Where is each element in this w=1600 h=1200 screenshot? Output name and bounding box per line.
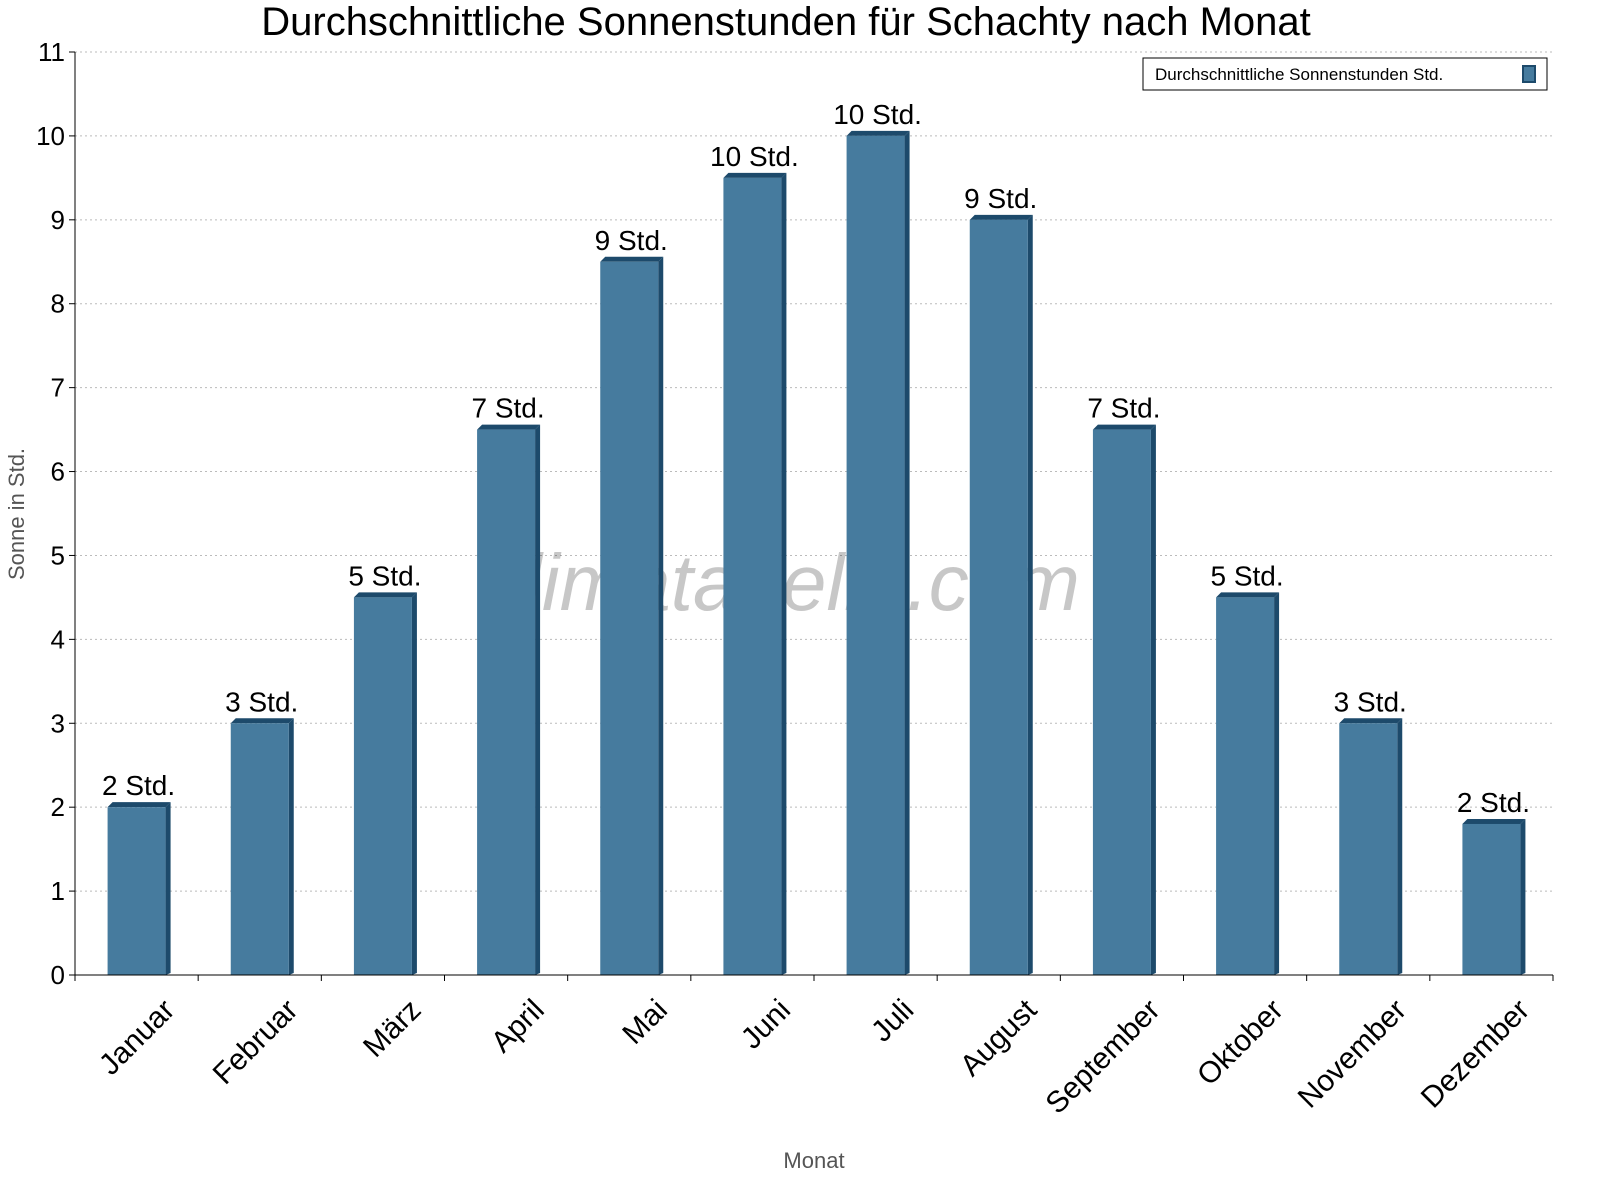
y-tick-label: 9 xyxy=(51,205,65,235)
bar-top xyxy=(1462,818,1526,824)
bar-side xyxy=(535,424,541,975)
chart-title: Durchschnittliche Sonnenstunden für Scha… xyxy=(261,0,1311,44)
bar-top xyxy=(230,718,294,724)
y-tick-label: 1 xyxy=(51,876,65,906)
bar-side xyxy=(658,256,664,976)
bar xyxy=(107,807,166,975)
bar-side xyxy=(1274,592,1280,975)
legend: Durchschnittliche Sonnenstunden Std. xyxy=(1142,57,1548,91)
bar-top xyxy=(969,214,1033,220)
bar-side xyxy=(1520,818,1526,975)
y-tick-label: 3 xyxy=(51,708,65,738)
x-tick-label: November xyxy=(1292,993,1413,1114)
bar-side xyxy=(288,718,294,975)
y-tick-label: 2 xyxy=(51,792,65,822)
data-label: 7 Std. xyxy=(1087,393,1160,424)
data-label: 5 Std. xyxy=(348,560,421,591)
y-tick-label: 6 xyxy=(51,457,65,487)
data-label: 10 Std. xyxy=(833,99,922,130)
data-label: 5 Std. xyxy=(1210,560,1283,591)
x-tick-label: August xyxy=(954,993,1044,1083)
y-tick-label: 11 xyxy=(38,37,65,67)
y-axis-label: Sonne in Std. xyxy=(4,448,29,580)
bar-top xyxy=(107,802,171,808)
bar-side xyxy=(1027,214,1033,975)
x-tick-label: Januar xyxy=(93,993,181,1081)
bar-side xyxy=(1397,718,1403,975)
y-tick-label: 7 xyxy=(51,373,65,403)
bar-top xyxy=(1339,718,1403,724)
legend-swatch xyxy=(1522,65,1536,83)
bar-side xyxy=(1150,424,1156,975)
bar xyxy=(1092,429,1151,975)
bar xyxy=(846,135,905,976)
bar-side xyxy=(411,592,417,975)
x-tick-label: Februar xyxy=(207,993,305,1091)
x-tick-label: Juli xyxy=(865,993,920,1048)
bar-top xyxy=(723,172,787,178)
data-label: 10 Std. xyxy=(710,141,799,172)
bar xyxy=(1339,723,1398,975)
x-tick-label: März xyxy=(357,993,427,1063)
bar-top xyxy=(353,592,417,598)
data-label: 9 Std. xyxy=(595,225,668,256)
data-label: 9 Std. xyxy=(964,183,1037,214)
bar-top xyxy=(600,256,664,262)
bar xyxy=(600,261,659,976)
bar xyxy=(723,177,782,975)
x-axis-label: Monat xyxy=(783,1148,844,1173)
x-tick-label: April xyxy=(485,993,551,1059)
legend-label: Durchschnittliche Sonnenstunden Std. xyxy=(1155,65,1443,84)
bar-top xyxy=(477,424,541,430)
bar-top xyxy=(1216,592,1280,598)
x-tick-label: Juni xyxy=(735,993,797,1055)
bar xyxy=(477,429,536,975)
x-tick-label: September xyxy=(1039,993,1166,1120)
bar-side xyxy=(904,130,910,976)
bar-side xyxy=(165,802,171,975)
bar-top xyxy=(846,130,910,136)
bar xyxy=(1462,823,1521,975)
bar xyxy=(230,723,289,975)
y-tick-label: 5 xyxy=(51,540,65,570)
data-label: 3 Std. xyxy=(1334,686,1407,717)
x-tick-label: Mai xyxy=(616,993,674,1051)
y-tick-label: 0 xyxy=(51,960,65,990)
data-label: 2 Std. xyxy=(1457,787,1530,818)
bar xyxy=(969,219,1028,975)
bar-top xyxy=(1092,424,1156,430)
x-tick-label: Dezember xyxy=(1415,993,1536,1114)
bar xyxy=(353,597,412,975)
bar-side xyxy=(781,172,787,975)
data-label: 7 Std. xyxy=(471,393,544,424)
data-label: 2 Std. xyxy=(102,770,175,801)
y-tick-label: 8 xyxy=(51,289,65,319)
y-tick-label: 10 xyxy=(36,121,65,151)
bar xyxy=(1216,597,1275,975)
y-tick-label: 4 xyxy=(51,624,65,654)
x-tick-label: Oktober xyxy=(1191,993,1290,1092)
data-label: 3 Std. xyxy=(225,686,298,717)
